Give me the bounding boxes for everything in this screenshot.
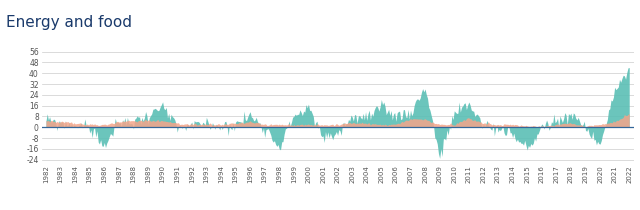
Text: Energy and food: Energy and food (6, 15, 132, 30)
